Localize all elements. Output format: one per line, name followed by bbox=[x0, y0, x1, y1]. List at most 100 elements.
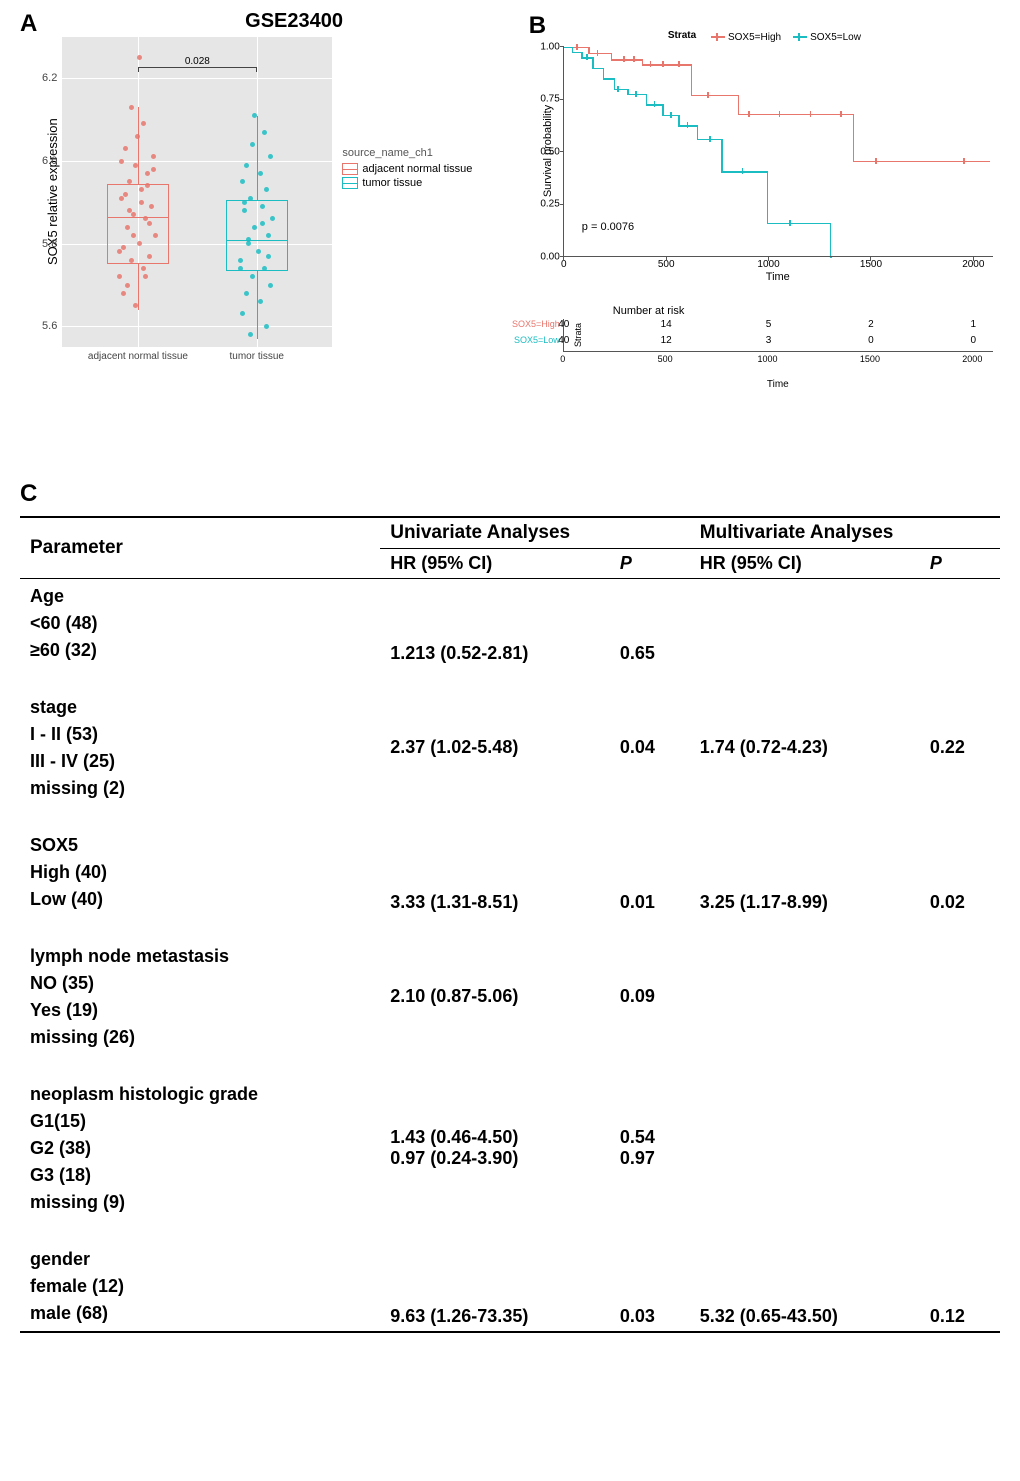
jitter-dot bbox=[119, 159, 124, 164]
uni-hr-cell: 1.213 (0.52-2.81) bbox=[380, 578, 610, 668]
risk-row-label: SOX5=Low bbox=[514, 335, 564, 345]
risk-xtick: 0 bbox=[560, 354, 565, 364]
spacer-row bbox=[20, 668, 1000, 690]
table-row: SOX5 High (40) Low (40)3.33 (1.31-8.51)0… bbox=[20, 828, 1000, 917]
jitter-dot bbox=[264, 324, 269, 329]
risk-xtick: 2000 bbox=[962, 354, 982, 364]
legend-item-label: tumor tissue bbox=[362, 177, 422, 189]
risk-xtick: 1000 bbox=[758, 354, 778, 364]
multi-p-cell: 0.02 bbox=[920, 828, 1000, 917]
km-legend-label: SOX5=High bbox=[728, 32, 781, 43]
chart-a-wrap: SOX5 relative expression 0.028 adjacent … bbox=[43, 37, 524, 347]
jitter-dot bbox=[244, 163, 249, 168]
uni-hr-cell: 1.43 (0.46-4.50) 0.97 (0.24-3.90) bbox=[380, 1077, 610, 1220]
uni-p-cell: 0.09 bbox=[610, 939, 690, 1055]
multi-p-cell bbox=[920, 939, 1000, 1055]
risk-xtick: 500 bbox=[658, 354, 673, 364]
jitter-dot bbox=[117, 274, 122, 279]
legend-item-label: adjacent normal tissue bbox=[362, 163, 472, 175]
uni-p-cell: 0.65 bbox=[610, 578, 690, 668]
jitter-dot bbox=[250, 274, 255, 279]
spacer-row bbox=[20, 917, 1000, 939]
panel-a-label: A bbox=[20, 10, 37, 38]
risk-value: 40 bbox=[558, 335, 569, 346]
risk-value: 2 bbox=[868, 319, 874, 330]
risk-title: Number at risk bbox=[613, 305, 993, 317]
spacer-row bbox=[20, 1220, 1000, 1242]
risk-table: Number at risk Strata SOX5=High4014521SO… bbox=[563, 305, 993, 390]
multi-p-cell: 0.22 bbox=[920, 690, 1000, 806]
panel-a: A GSE23400 SOX5 relative expression 0.02… bbox=[20, 10, 525, 347]
uni-hr-cell: 9.63 (1.26-73.35) bbox=[380, 1242, 610, 1332]
boxplot-area: 0.028 bbox=[62, 37, 332, 347]
risk-xlabel: Time bbox=[563, 379, 993, 390]
jitter-dot bbox=[266, 254, 271, 259]
uni-hr-cell: 3.33 (1.31-8.51) bbox=[380, 828, 610, 917]
risk-value: 0 bbox=[868, 335, 874, 346]
km-legend-title: Strata bbox=[668, 30, 696, 41]
jitter-dot bbox=[143, 274, 148, 279]
risk-value: 0 bbox=[971, 335, 977, 346]
spacer-row bbox=[20, 1055, 1000, 1077]
risk-value: 40 bbox=[558, 319, 569, 330]
multi-hr-cell: 3.25 (1.17-8.99) bbox=[690, 828, 920, 917]
jitter-dot bbox=[262, 130, 267, 135]
jitter-dot bbox=[135, 134, 140, 139]
multi-hr-cell: 5.32 (0.65-43.50) bbox=[690, 1242, 920, 1332]
xtick-label: tumor tissue bbox=[230, 351, 284, 362]
panel-c: C Parameter Univariate Analyses Multivar… bbox=[20, 480, 1000, 1333]
km-plot-area: Survival probability 0.000.250.500.751.0… bbox=[563, 47, 993, 257]
spacer-row bbox=[20, 806, 1000, 828]
ytick-label: 5.6 bbox=[42, 320, 57, 332]
jitter-dot bbox=[248, 332, 253, 337]
xtick-label: adjacent normal tissue bbox=[88, 351, 188, 362]
top-row: A GSE23400 SOX5 relative expression 0.02… bbox=[20, 10, 1000, 390]
jitter-dot bbox=[121, 291, 126, 296]
param-cell: gender female (12) male (68) bbox=[20, 1242, 380, 1332]
chart-a-legend: source_name_ch1 adjacent normal tissuetu… bbox=[342, 147, 472, 191]
risk-xaxis: 0 500 1000 1500 2000 bbox=[563, 351, 993, 365]
table-row: gender female (12) male (68)9.63 (1.26-7… bbox=[20, 1242, 1000, 1332]
km-pvalue: p = 0.0076 bbox=[582, 221, 634, 233]
param-cell: SOX5 High (40) Low (40) bbox=[20, 828, 380, 917]
km-legend-item: SOX5=Low bbox=[793, 32, 861, 43]
jitter-dot bbox=[248, 196, 253, 201]
multi-p-cell: 0.12 bbox=[920, 1242, 1000, 1332]
uni-hr-cell: 2.37 (1.02-5.48) bbox=[380, 690, 610, 806]
th-univariate: Univariate Analyses bbox=[380, 517, 690, 549]
risk-row: SOX5=High4014521 bbox=[563, 319, 993, 335]
uni-p-cell: 0.01 bbox=[610, 828, 690, 917]
table-row: lymph node metastasis NO (35) Yes (19) m… bbox=[20, 939, 1000, 1055]
panel-b-label: B bbox=[529, 12, 546, 40]
jitter-dot bbox=[268, 154, 273, 159]
jitter-dot bbox=[145, 171, 150, 176]
panel-c-label: C bbox=[20, 480, 1000, 508]
jitter-dot bbox=[258, 171, 263, 176]
jitter-dot bbox=[151, 154, 156, 159]
ytick-label: 6.2 bbox=[42, 72, 57, 84]
th-multivariate: Multivariate Analyses bbox=[690, 517, 1000, 549]
multi-p-cell bbox=[920, 1077, 1000, 1220]
th-uni-hr: HR (95% CI) bbox=[380, 548, 610, 578]
risk-xtick: 1500 bbox=[860, 354, 880, 364]
jitter-dot bbox=[141, 266, 146, 271]
jitter-dot bbox=[258, 299, 263, 304]
th-multi-p: P bbox=[920, 548, 1000, 578]
uni-hr-cell: 2.10 (0.87-5.06) bbox=[380, 939, 610, 1055]
uni-p-cell: 0.54 0.97 bbox=[610, 1077, 690, 1220]
multi-p-cell bbox=[920, 578, 1000, 668]
km-legend-label: SOX5=Low bbox=[810, 32, 861, 43]
table-row: stage I - II (53) III - IV (25) missing … bbox=[20, 690, 1000, 806]
panel-b: B Strata SOX5=HighSOX5=Low Survival prob… bbox=[535, 30, 1000, 390]
ytick-label: 5.8 bbox=[42, 238, 57, 250]
jitter-dot bbox=[240, 311, 245, 316]
pvalue-bracket: 0.028 bbox=[138, 56, 257, 73]
risk-row: SOX5=Low4012300 bbox=[563, 335, 993, 351]
legend-a-items: adjacent normal tissue tumor tissue bbox=[342, 163, 472, 189]
param-cell: lymph node metastasis NO (35) Yes (19) m… bbox=[20, 939, 380, 1055]
uni-p-cell: 0.04 bbox=[610, 690, 690, 806]
km-legend: Strata SOX5=High SOX5=Low bbox=[535, 30, 1000, 43]
param-cell: Age <60 (48) ≥60 (32) bbox=[20, 578, 380, 668]
multi-hr-cell bbox=[690, 578, 920, 668]
multi-hr-cell bbox=[690, 1077, 920, 1220]
